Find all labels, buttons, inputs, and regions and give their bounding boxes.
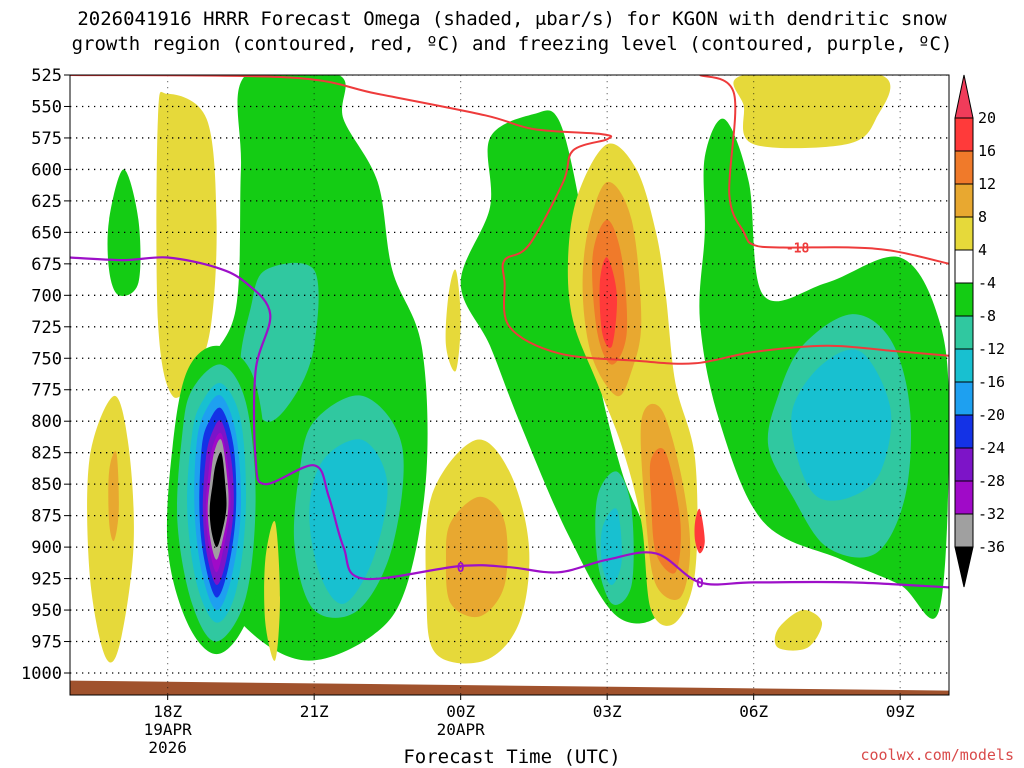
terrain-layer: [70, 680, 949, 695]
colorbar-label-6: -8: [978, 307, 996, 325]
omega-cyan-03z: [600, 508, 622, 585]
omega-deep-orange-04z: [649, 448, 681, 574]
y-tick-label-700: 700: [31, 286, 62, 306]
x-tick-label-21Z: 21Z: [300, 702, 329, 721]
y-tick-label-1000: 1000: [21, 664, 62, 684]
omega-yellow-00z-mid: [445, 269, 461, 372]
y-tick-label-550: 550: [31, 97, 62, 117]
omega-yellow-early-upper: [156, 91, 217, 398]
y-tick-label-850: 850: [31, 475, 62, 495]
colorbar-label-4: 4: [978, 241, 987, 259]
omega-cyan-east: [791, 349, 892, 501]
freezing-contour-label-1: 0: [457, 561, 465, 576]
x-tick-label-03Z: 03Z: [593, 702, 622, 721]
colorbar-swatch-5: [954, 249, 974, 284]
x-axis-label: Forecast Time (UTC): [403, 746, 621, 768]
x-tick-label-06Z: 06Z: [739, 702, 768, 721]
y-tick-label-725: 725: [31, 318, 62, 338]
colorbar-label-9: -20: [978, 406, 1005, 424]
y-tick-label-750: 750: [31, 349, 62, 369]
freezing-contour-label-2: 0: [696, 576, 704, 591]
y-tick-label-525: 525: [31, 66, 62, 86]
y-tick-label-925: 925: [31, 570, 62, 590]
chart-title-line-1: 2026041916 HRRR Forecast Omega (shaded, …: [77, 8, 947, 30]
y-tick-label-600: 600: [31, 160, 62, 180]
colorbar-label-13: -36: [978, 538, 1005, 556]
y-tick-label-625: 625: [31, 192, 62, 212]
y-tick-label-825: 825: [31, 444, 62, 464]
colorbar-label-1: 16: [978, 142, 996, 160]
colorbar-swatch-8: [954, 348, 974, 383]
colorbar-swatch-2: [954, 150, 974, 185]
x-tick-year-18Z: 2026: [148, 738, 187, 757]
dgz-contour-upper: [699, 75, 949, 265]
x-tick-label-09Z: 09Z: [886, 702, 915, 721]
y-tick-label-775: 775: [31, 381, 62, 401]
y-tick-label-875: 875: [31, 507, 62, 527]
x-tick-sublabel-18Z: 19APR: [144, 720, 193, 739]
colorbar-swatch-4: [954, 216, 974, 251]
colorbar-label-5: -4: [978, 274, 996, 292]
omega-yellow-07z-top: [733, 75, 891, 149]
terrain-ground: [70, 680, 949, 695]
colorbar-label-0: 20: [978, 109, 996, 127]
x-tick-label-18Z: 18Z: [153, 702, 182, 721]
colorbar-swatch-1: [954, 117, 974, 152]
colorbar-swatch-10: [954, 414, 974, 449]
dgz-contour-label: -18: [786, 241, 810, 256]
omega-yellow-07z-low: [774, 609, 823, 651]
omega-red-05z: [694, 508, 705, 554]
dgz-contour-lower: [70, 75, 949, 365]
colorbar-swatch-13: [954, 513, 974, 548]
x-tick-sublabel-00Z: 20APR: [437, 720, 486, 739]
omega-teal-21z-upper: [240, 262, 319, 422]
plot-frame: [69, 74, 950, 696]
contour-lines: -18 0 0: [70, 75, 949, 591]
omega-orange-early: [108, 451, 119, 542]
colorbar: 20 16 12 8 4 -4 -8 -12 -16 -20 -24 -28 -32 -36: [954, 74, 1005, 588]
credit-text[interactable]: coolwx.com/models: [860, 746, 1014, 764]
omega-red-03z: [599, 257, 618, 348]
colorbar-swatch-9: [954, 381, 974, 416]
y-tick-label-575: 575: [31, 129, 62, 149]
colorbar-label-10: -24: [978, 439, 1005, 457]
colorbar-label-8: -16: [978, 373, 1005, 391]
colorbar-label-12: -32: [978, 505, 1005, 523]
y-tick-label-800: 800: [31, 412, 62, 432]
colorbar-label-11: -28: [978, 472, 1005, 490]
colorbar-swatch-7: [954, 315, 974, 350]
chart-title-line-2: growth region (contoured, red, ºC) and f…: [71, 33, 953, 55]
colorbar-swatch-12: [954, 480, 974, 515]
y-tick-label-675: 675: [31, 255, 62, 275]
colorbar-label-2: 12: [978, 175, 996, 193]
colorbar-swatch-11: [954, 447, 974, 482]
freezing-level-contour: [70, 256, 949, 589]
colorbar-label-3: 8: [978, 208, 987, 226]
colorbar-arrow-top: [954, 74, 974, 119]
colorbar-label-7: -12: [978, 340, 1005, 358]
omega-black-19z-core: [209, 452, 227, 548]
y-tick-label-650: 650: [31, 223, 62, 243]
y-axis: 525 550 575 600 625 650 675 700 725 750 775 800 825 8…: [21, 66, 70, 684]
y-tick-label-975: 975: [31, 633, 62, 653]
colorbar-arrow-bottom: [954, 546, 974, 588]
colorbar-swatch-6: [954, 282, 974, 317]
y-tick-label-900: 900: [31, 538, 62, 558]
y-tick-label-950: 950: [31, 601, 62, 621]
omega-yellow-20z-sliver: [264, 520, 280, 661]
omega-cyan-21z-low: [309, 439, 388, 604]
grid-layer: [70, 75, 949, 695]
colorbar-swatch-3: [954, 183, 974, 218]
omega-orange-00z-low: [445, 496, 508, 618]
x-tick-label-00Z: 00Z: [446, 702, 475, 721]
omega-shading: [87, 75, 949, 664]
